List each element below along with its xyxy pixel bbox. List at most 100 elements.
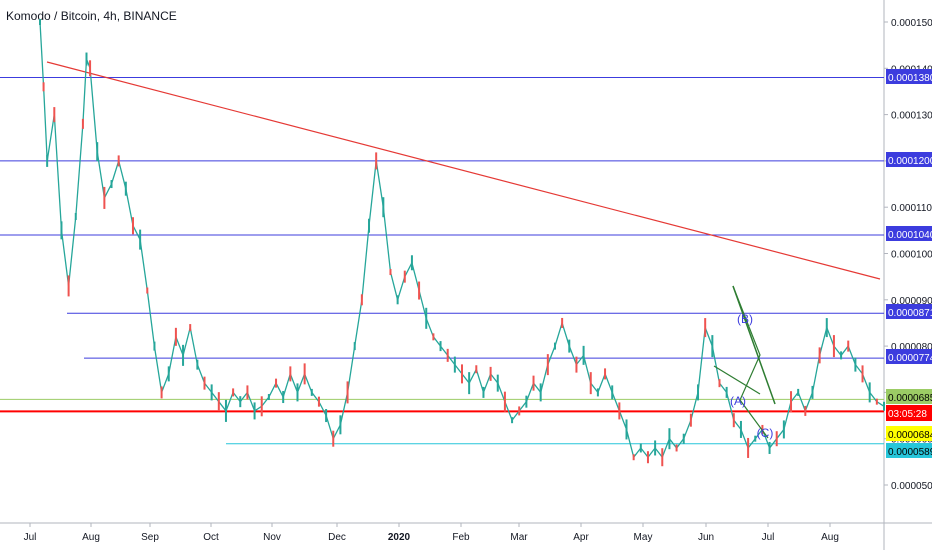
price-candle <box>418 281 421 300</box>
price-candle <box>518 406 521 416</box>
x-tick-label: Aug <box>82 532 100 543</box>
x-tick-label: Jul <box>762 532 775 543</box>
price-candle <box>532 375 535 391</box>
price-candle <box>790 391 793 413</box>
price-candle <box>475 365 478 374</box>
price-candle <box>139 229 142 250</box>
price-candle <box>589 372 592 395</box>
price-candle <box>253 402 256 420</box>
price-candle <box>39 19 41 25</box>
wave-label: (C) <box>757 426 774 440</box>
price-candle <box>468 372 471 395</box>
price-candle <box>239 396 242 408</box>
price-candle <box>661 448 664 467</box>
price-candle <box>854 357 857 372</box>
price-label: 0.0000589 <box>888 447 932 458</box>
price-candle <box>160 386 163 399</box>
price-candle <box>296 383 299 402</box>
wave-label: (B) <box>737 312 753 326</box>
price-candle <box>883 401 885 411</box>
price-candle <box>46 154 49 167</box>
x-tick-label: Nov <box>263 532 281 543</box>
price-candle <box>303 363 306 385</box>
price-candle <box>582 345 585 365</box>
price-label-bg <box>886 226 932 241</box>
price-candle <box>210 384 213 401</box>
price-candle <box>804 405 807 416</box>
price-candle <box>110 180 113 189</box>
price-candle <box>131 217 134 235</box>
x-tick-label: Aug <box>821 532 839 543</box>
price-candle <box>146 287 149 294</box>
price-candle <box>575 356 578 373</box>
x-tick-label: Apr <box>573 532 589 543</box>
price-candle <box>117 155 120 167</box>
price-candle <box>368 218 371 233</box>
price-candle <box>611 385 614 400</box>
price-candle <box>346 381 349 404</box>
x-tick-label: Oct <box>203 532 219 543</box>
price-candle <box>96 142 99 162</box>
price-candle <box>496 374 499 392</box>
price-candle <box>625 419 628 440</box>
price-candle <box>832 335 835 358</box>
price-label: 0.0000684 <box>888 430 932 441</box>
price-candle <box>840 351 843 360</box>
price-candle <box>403 270 406 283</box>
price-candle <box>654 440 657 456</box>
price-candle <box>632 454 635 461</box>
price-candle <box>511 417 514 424</box>
x-tick-label: Jul <box>24 532 37 543</box>
price-candle <box>353 342 356 351</box>
x-tick-label: Feb <box>452 532 470 543</box>
price-candle <box>618 402 621 420</box>
price-axis <box>884 0 932 550</box>
price-label: 0.0000871 <box>888 308 932 319</box>
price-candle <box>189 324 192 332</box>
price-candle <box>604 368 607 380</box>
price-candle <box>439 341 442 352</box>
price-candle <box>310 388 313 396</box>
price-candle <box>103 186 106 209</box>
price-candle <box>668 428 671 450</box>
price-candle <box>425 307 428 329</box>
price-label-bg <box>886 152 932 167</box>
price-candle <box>825 318 828 338</box>
price-candle <box>182 344 185 366</box>
price-candle <box>89 60 92 77</box>
price-candle <box>332 430 335 447</box>
price-candle <box>67 275 70 297</box>
price-label-bg <box>886 304 932 319</box>
price-label-bg <box>886 426 932 441</box>
price-label-bg <box>886 389 932 404</box>
price-candle <box>782 420 785 439</box>
price-candle <box>868 382 871 403</box>
price-candle <box>217 392 220 412</box>
price-label-bg <box>886 443 932 458</box>
price-candle <box>196 359 199 370</box>
price-candle <box>718 379 721 388</box>
x-tick-label: Mar <box>510 532 528 543</box>
price-candle <box>60 221 63 240</box>
price-candle <box>53 107 56 123</box>
price-candle <box>689 413 692 427</box>
price-candle <box>389 269 392 276</box>
price-candle <box>174 327 177 346</box>
price-label: 0.0000774 <box>888 353 932 364</box>
price-candle <box>682 433 685 444</box>
price-candle <box>267 394 270 401</box>
price-candle <box>553 342 556 350</box>
price-label: 0.0001200 <box>888 156 932 167</box>
price-candle <box>539 383 542 402</box>
price-candle <box>203 376 206 390</box>
price-candle <box>768 441 771 454</box>
y-tick-label: 0.0001500 <box>891 18 932 29</box>
price-candle <box>124 181 127 196</box>
price-label-bg <box>886 69 932 84</box>
price-candle <box>818 347 821 364</box>
